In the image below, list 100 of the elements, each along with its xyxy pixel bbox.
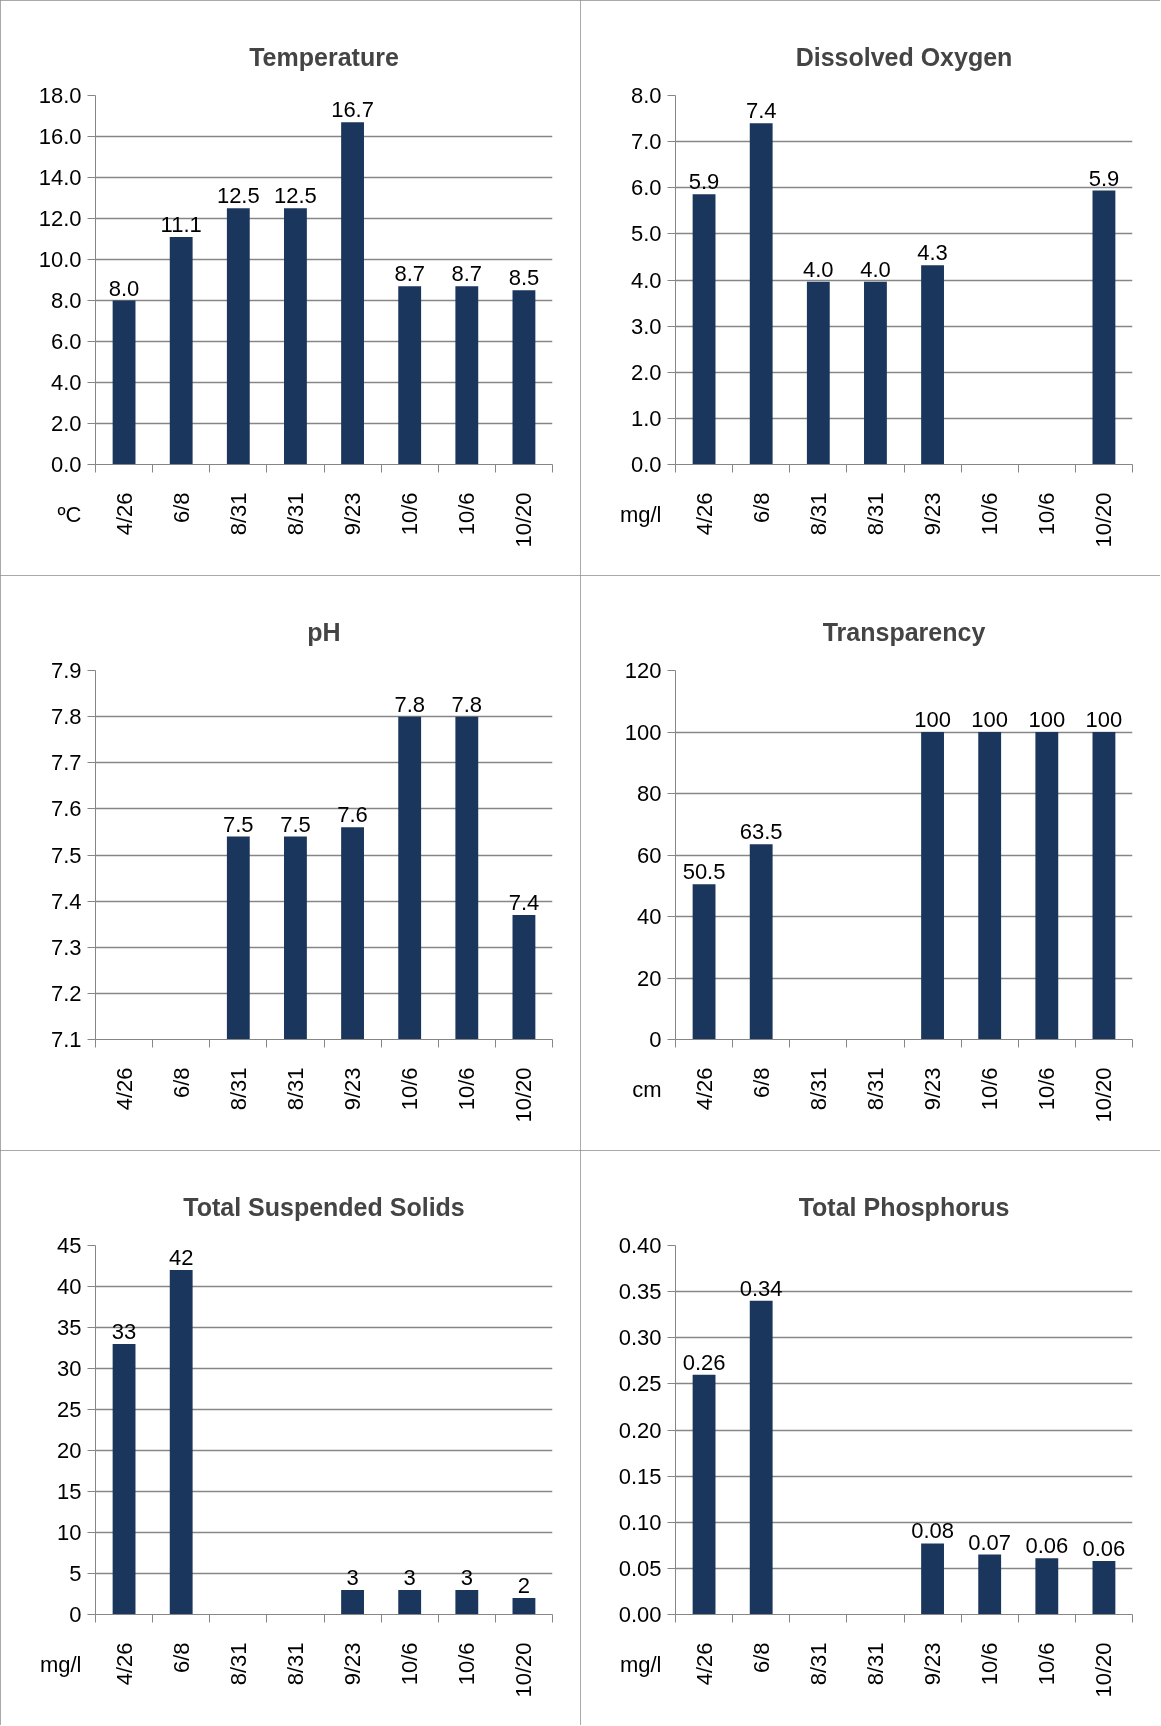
y-tick-label: 0.35 [618, 1279, 662, 1305]
y-tick-label: 2.0 [630, 359, 662, 385]
y-tick-label: 25 [57, 1397, 82, 1422]
x-tick-label: 4/26 [111, 492, 137, 536]
y-axis-title: ºC [57, 502, 82, 527]
x-tick-label: 8/31 [862, 1642, 888, 1686]
x-tick-label: 10/20 [511, 1642, 537, 1698]
x-tick-label: 10/6 [977, 1067, 1003, 1111]
data-label: 7.4 [508, 889, 540, 915]
x-tick-label: 9/23 [340, 1642, 366, 1686]
x-tick-label: 6/8 [748, 1067, 774, 1099]
x-tick-label: 10/6 [1034, 1642, 1060, 1686]
x-tick-label: 10/6 [1034, 492, 1060, 536]
x-tick-label: 9/23 [340, 492, 366, 536]
x-tick-label: 10/6 [454, 1642, 480, 1686]
x-tick-label: 6/8 [168, 1067, 194, 1099]
x-tick-label: 6/8 [168, 492, 194, 524]
x-tick-label: 6/8 [748, 1642, 774, 1674]
data-label: 63.5 [739, 819, 783, 845]
y-tick-label: 0.05 [618, 1555, 662, 1581]
x-tick-label: 4/26 [111, 1067, 137, 1111]
data-label: 50.5 [682, 859, 726, 885]
data-label: 16.7 [331, 97, 374, 123]
y-tick-label: 20 [637, 965, 662, 991]
data-label: 4.0 [860, 256, 891, 282]
x-tick-label: 8/31 [225, 492, 251, 536]
data-label: 100 [914, 707, 951, 732]
y-tick-label: 7.5 [50, 842, 82, 868]
x-tick-label: 8/31 [225, 1642, 251, 1686]
y-tick-label: 0.25 [618, 1371, 662, 1397]
y-tick-label: 1.0 [630, 405, 662, 431]
x-tick-label: 8/31 [225, 1067, 251, 1111]
chart-title: Total Suspended Solids [183, 1192, 465, 1221]
x-tick-label: 10/6 [1034, 1067, 1060, 1111]
data-label: 33 [111, 1318, 137, 1344]
data-label: 8.7 [394, 261, 425, 287]
x-tick-label: 4/26 [691, 492, 717, 536]
data-label: 3 [346, 1564, 359, 1590]
data-label: 8.0 [108, 275, 140, 301]
x-tick-label: 8/31 [805, 1067, 831, 1111]
y-tick-label: 7.1 [50, 1027, 82, 1052]
y-tick-label: 0.0 [630, 452, 662, 477]
y-tick-label: 6.0 [50, 329, 82, 354]
y-tick-label: 80 [637, 781, 662, 806]
x-tick-label: 10/20 [1091, 1642, 1117, 1698]
y-tick-label: 10 [57, 1520, 82, 1545]
data-label: 8.7 [451, 261, 483, 287]
y-tick-label: 4.0 [630, 267, 662, 293]
y-tick-label: 12.0 [38, 206, 82, 231]
y-tick-label: 0.20 [618, 1417, 662, 1443]
y-axis-title: cm [632, 1077, 662, 1102]
y-tick-label: 7.9 [50, 658, 82, 683]
x-tick-label: 8/31 [282, 492, 308, 536]
chart-title: Transparency [822, 617, 986, 646]
data-label: 7.6 [337, 802, 368, 828]
x-tick-label: 4/26 [111, 1642, 137, 1686]
x-tick-label: 8/31 [805, 492, 831, 536]
x-tick-label: 10/20 [511, 1067, 537, 1123]
data-label: 7.4 [745, 98, 777, 124]
y-tick-label: 16.0 [38, 124, 82, 149]
y-tick-label: 120 [624, 658, 662, 683]
x-tick-label: 9/23 [920, 492, 946, 536]
y-axis-title: mg/l [619, 1652, 662, 1677]
x-tick-label: 10/6 [397, 492, 423, 536]
y-tick-label: 7.8 [50, 704, 82, 730]
y-tick-label: 5.0 [630, 221, 662, 247]
x-tick-label: 10/20 [1091, 1067, 1117, 1123]
data-label: 11.1 [160, 211, 202, 237]
y-tick-label: 0 [649, 1027, 662, 1052]
y-tick-label: 0.00 [618, 1602, 662, 1627]
y-tick-label: 0.0 [50, 452, 82, 477]
y-tick-label: 0.30 [618, 1325, 662, 1351]
y-tick-label: 7.0 [630, 129, 662, 155]
y-tick-label: 6.0 [630, 175, 662, 201]
data-label: 0.06 [1082, 1535, 1126, 1561]
y-tick-label: 7.3 [50, 934, 82, 960]
y-tick-label: 0 [69, 1602, 82, 1627]
y-tick-label: 5 [69, 1561, 82, 1586]
data-label: 7.8 [394, 691, 425, 717]
y-tick-label: 0.15 [618, 1463, 662, 1489]
y-tick-label: 7.6 [50, 796, 82, 822]
data-label: 100 [1028, 707, 1066, 732]
y-tick-label: 3.0 [630, 313, 662, 339]
y-tick-label: 40 [57, 1274, 82, 1299]
y-tick-label: 8.0 [50, 288, 82, 313]
x-tick-label: 10/6 [977, 1642, 1003, 1686]
data-label: 100 [971, 707, 1009, 732]
y-tick-label: 0.40 [618, 1233, 662, 1258]
y-tick-label: 8.0 [630, 83, 662, 108]
data-label: 2 [517, 1573, 531, 1599]
x-tick-label: 8/31 [862, 1067, 888, 1111]
chart-title: Temperature [249, 42, 399, 71]
data-label: 7.8 [451, 691, 483, 717]
data-label: 7.5 [223, 811, 254, 837]
x-tick-label: 9/23 [920, 1642, 946, 1686]
y-tick-label: 7.7 [50, 750, 82, 776]
x-tick-label: 8/31 [862, 492, 888, 536]
x-tick-label: 6/8 [748, 492, 774, 524]
y-axis-title: mg/l [619, 502, 662, 527]
x-tick-label: 4/26 [691, 1642, 717, 1686]
